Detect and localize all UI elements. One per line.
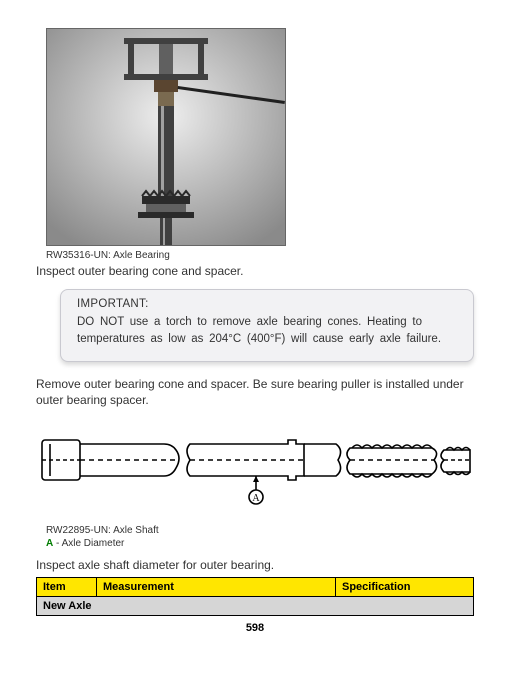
axle-bearing-photo-svg [46,28,286,246]
legend-text: - Axle Diameter [53,538,124,549]
page-number: 598 [36,622,474,634]
manual-page: RW35316-UN: Axle Bearing Inspect outer b… [0,0,510,644]
col-specification: Specification [336,578,474,597]
figure-axle-shaft-diagram: A [36,422,474,517]
paragraph-remove-outer: Remove outer bearing cone and spacer. Be… [36,376,474,408]
figure1-caption: RW35316-UN: Axle Bearing [46,250,474,261]
col-item: Item [37,578,97,597]
spec-table-header-row: Item Measurement Specification [37,578,474,597]
figure2-caption: RW22895-UN: Axle Shaft [46,525,474,536]
axle-shaft-svg: A [36,422,474,514]
spec-table-row: New Axle [37,597,474,616]
callout-body: DO NOT use a torch to remove axle bearin… [77,314,457,349]
diagram-callout-letter: A [252,493,260,504]
spec-table: Item Measurement Specification New Axle [36,577,474,616]
callout-title: IMPORTANT: [77,298,457,310]
col-measurement: Measurement [97,578,336,597]
row-new-axle: New Axle [37,597,474,616]
paragraph-inspect-outer: Inspect outer bearing cone and spacer. [36,263,474,279]
important-callout: IMPORTANT: DO NOT use a torch to remove … [60,289,474,362]
figure-axle-bearing-photo [46,28,474,246]
figure2-legend: A - Axle Diameter [46,538,474,549]
paragraph-inspect-diameter: Inspect axle shaft diameter for outer be… [36,557,474,573]
